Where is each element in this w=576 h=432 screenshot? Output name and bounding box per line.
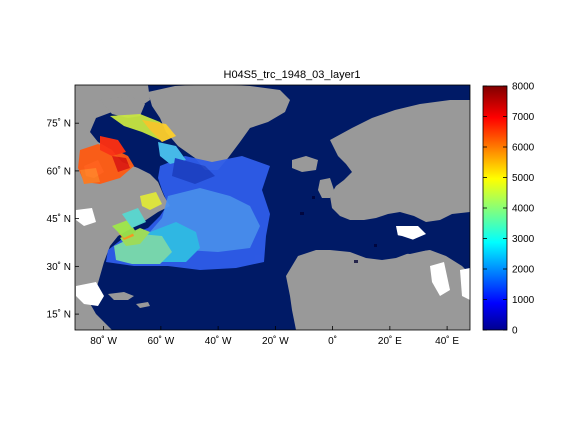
lat-tick-label: 45˚ N: [47, 213, 71, 225]
lat-tick-label: 75˚ N: [47, 118, 71, 130]
caribbean-land: [108, 292, 150, 308]
colorbar-tick-label: 1000: [512, 295, 535, 306]
lat-tick-label: 30˚ N: [47, 261, 71, 273]
coast-detail: [300, 196, 377, 263]
nodata-patch: [76, 282, 104, 306]
colorbar-tick-label: 7000: [512, 112, 535, 123]
colorbar-tick-label: 3000: [512, 234, 535, 245]
greenland-land: [148, 85, 290, 170]
nodata-patch: [430, 262, 450, 296]
baffin-land: [100, 96, 145, 118]
north-america-land: [75, 85, 170, 306]
colorbar-tick-label: 0: [512, 326, 518, 337]
nodata-patch: [76, 208, 96, 226]
map-panel: [75, 85, 470, 330]
colorbar-tick-label: 8000: [512, 82, 535, 93]
map-title: H04S5_trc_1948_03_layer1: [224, 69, 361, 81]
lon-tick-label: 0˚: [328, 335, 337, 347]
lat-tick-label: 15˚ N: [47, 309, 71, 321]
map-frame: [74, 84, 471, 331]
data-field: [78, 114, 270, 270]
lon-tick-label: 80˚ W: [90, 335, 117, 347]
lon-tick-label: 40˚ W: [205, 335, 232, 347]
lon-tick-label: 40˚ E: [435, 335, 459, 347]
colorbar-tick-label: 2000: [512, 265, 535, 276]
lon-tick-label: 60˚ W: [148, 335, 175, 347]
africa-land: [286, 250, 470, 330]
colorbar-ticks: 0 1000 2000 3000 4000 5000 6000 7000 8000: [483, 82, 535, 337]
colorbar-tick-label: 5000: [512, 173, 535, 184]
lon-tick-label: 20˚ E: [378, 335, 402, 347]
british-isles-land: [318, 178, 334, 198]
lat-tick-label: 60˚ N: [47, 165, 71, 177]
colorbar-tick-label: 6000: [512, 143, 535, 154]
colorbar-tick-label: 4000: [512, 204, 535, 215]
mediterranean-sea: [336, 228, 428, 254]
nodata-patch: [460, 268, 470, 300]
europe-land: [330, 100, 470, 222]
lon-tick-label: 20˚ W: [262, 335, 289, 347]
longitude-ticks: 80˚ W 60˚ W 40˚ W 20˚ W 0˚ 20˚ E 40˚ E: [90, 326, 459, 347]
central-america-land: [75, 300, 112, 330]
iceland-land: [292, 156, 318, 172]
latitude-ticks: 75˚ N 60˚ N 45˚ N 30˚ N 15˚ N: [47, 118, 79, 321]
